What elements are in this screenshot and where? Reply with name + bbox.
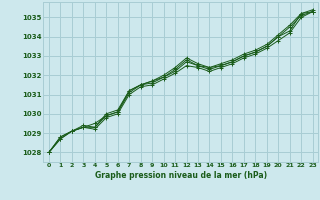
X-axis label: Graphe pression niveau de la mer (hPa): Graphe pression niveau de la mer (hPa) bbox=[95, 171, 267, 180]
